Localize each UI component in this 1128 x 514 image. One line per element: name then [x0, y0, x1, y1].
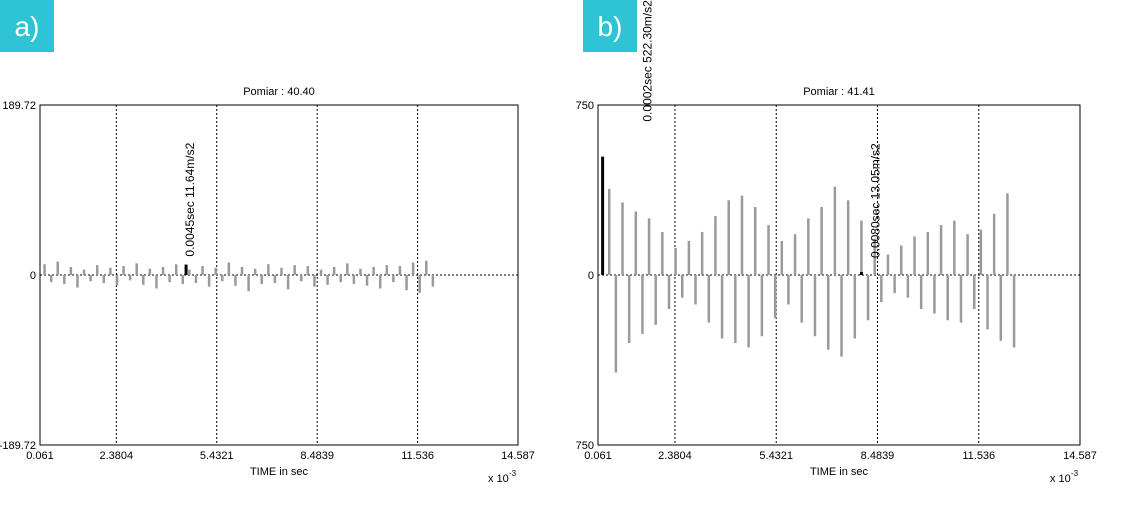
y-tick-label: 750 [576, 100, 594, 112]
x-tick-label: 0.061 [584, 450, 612, 462]
x-scale-label: x 10 [1050, 473, 1071, 485]
x-tick-label: 8.4839 [861, 450, 895, 462]
x-tick-label: 2.3804 [658, 450, 692, 462]
y-tick-label: 0 [30, 270, 36, 282]
panel-badge [0, 0, 54, 52]
x-scale-exponent: -3 [509, 469, 517, 478]
chart-title: Pomiar : 40.40 [243, 86, 315, 98]
annotation: 0.0045sec 11.64m/s2 [183, 142, 197, 256]
chart-title: Pomiar : 41.41 [803, 86, 875, 98]
x-tick-label: 5.4321 [759, 450, 793, 462]
y-tick-label: -189.72 [0, 440, 36, 452]
x-tick-label: 5.4321 [200, 450, 234, 462]
x-scale-exponent: -3 [1071, 469, 1079, 478]
panel-badge [583, 0, 637, 52]
x-scale-label: x 10 [488, 473, 509, 485]
x-tick-label: 11.536 [401, 450, 434, 462]
x-tick-label: 2.3804 [99, 450, 133, 462]
x-tick-label: 14.587 [501, 450, 535, 462]
y-tick-label: 0 [588, 270, 594, 282]
x-axis-label: TIME in sec [250, 466, 309, 478]
panel-label: a) [15, 11, 40, 42]
x-tick-label: 8.4839 [300, 450, 334, 462]
x-tick-label: 14.587 [1063, 450, 1097, 462]
y-tick-label: 189.72 [2, 100, 36, 112]
y-tick-label: 750 [576, 440, 594, 452]
annotation: 0.0002sec 522.30m/s2 [641, 0, 655, 122]
plot-frame [39, 104, 519, 446]
x-tick-label: 0.061 [26, 450, 54, 462]
x-tick-label: 11.536 [962, 450, 995, 462]
annotation: 0.0080sec 13.05m/s2 [868, 143, 882, 258]
panel-label: b) [598, 11, 623, 42]
x-axis-label: TIME in sec [810, 466, 869, 478]
